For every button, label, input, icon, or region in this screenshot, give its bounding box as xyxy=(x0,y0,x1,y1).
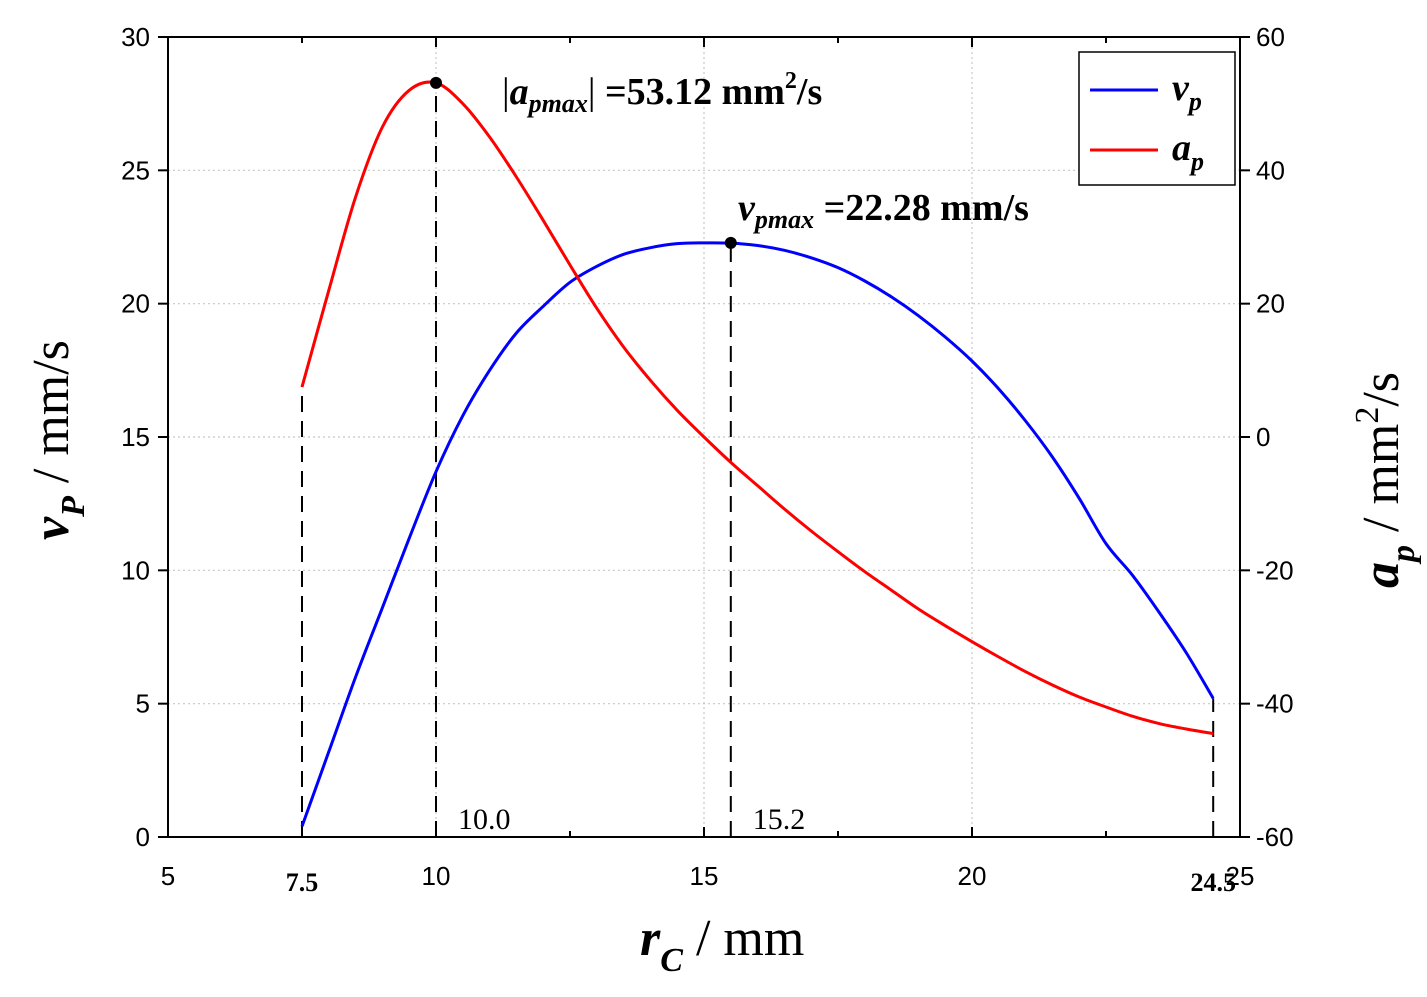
inner-labels: 10.0 15.2 xyxy=(458,803,805,836)
x-tick-label-1: 10 xyxy=(422,861,451,891)
x-axis-title-var: r xyxy=(640,910,661,967)
annotation-amax-pre: | xyxy=(502,71,510,113)
y-left-axis-title-sub: P xyxy=(55,496,92,518)
y-right-tick-label-0: -60 xyxy=(1256,822,1294,852)
y-right-tick-label-4: 20 xyxy=(1256,289,1285,319)
annotation-vmax: vpmax =22.28 mm/s xyxy=(738,187,1029,234)
x-tick-label-3: 20 xyxy=(958,861,987,891)
y-right-axis-title: ap / mm2/s xyxy=(1349,372,1422,588)
y-left-tick-label-5: 25 xyxy=(121,155,150,185)
y-right-tick-label-6: 60 xyxy=(1256,22,1285,52)
annotation-amax-sup: 2 xyxy=(785,68,797,94)
y-right-tick-label-2: -20 xyxy=(1256,555,1294,585)
x-extra-label-0: 7.5 xyxy=(286,868,319,897)
legend-box xyxy=(1078,51,1236,186)
y-left-tick-label-2: 10 xyxy=(121,555,150,585)
y-left-tick-label-0: 0 xyxy=(136,822,150,852)
x-axis-title: rC / mm xyxy=(640,910,804,979)
y-right-axis-title-sub: p xyxy=(1385,545,1422,565)
inner-label-0: 10.0 xyxy=(458,803,511,836)
annotation-amax-post: | xyxy=(588,71,605,113)
y-right-tick-label-1: -40 xyxy=(1256,689,1294,719)
marker-point-0 xyxy=(430,76,442,89)
marker-point-1 xyxy=(724,236,737,249)
reference-lines xyxy=(301,82,1215,837)
legend-label-ap-sub: p xyxy=(1189,147,1204,176)
annotation-amax-tail: /s xyxy=(796,71,822,113)
x-tick-label-4: 25 xyxy=(1226,861,1255,891)
y-right-axis-title-tail: /s xyxy=(1353,372,1410,407)
x-tick-label-2: 15 xyxy=(690,861,719,891)
x-extra-label-1: 24.5 xyxy=(1190,868,1236,897)
annotation-vmax-sub: pmax xyxy=(753,205,814,234)
y-left-tick-label-3: 15 xyxy=(121,422,150,452)
y-left-axis-title: vP / mm/s xyxy=(23,340,92,540)
legend: vp ap xyxy=(1078,51,1236,186)
axis-ticks xyxy=(158,36,1250,838)
annotation-vmax-text: =22.28 mm/s xyxy=(814,187,1029,229)
annotation-amax-var: a xyxy=(510,71,529,113)
markers xyxy=(430,76,737,249)
x-axis-title-unit: / mm xyxy=(683,910,804,967)
y-left-axis-title-unit: / mm/s xyxy=(23,340,80,496)
y-left-tick-label-6: 30 xyxy=(121,22,150,52)
series-group xyxy=(300,80,1215,827)
y-right-axis-title-sup: 2 xyxy=(1349,407,1386,424)
inner-label-1: 15.2 xyxy=(753,803,806,836)
y-right-tick-label-3: 0 xyxy=(1256,422,1270,452)
y-left-axis-title-var: v xyxy=(23,516,80,540)
axis-tick-labels: 5 10 15 20 257.5 24.5051015202530-60-40-20020… xyxy=(121,22,1294,897)
y-left-tick-label-1: 5 xyxy=(136,689,150,719)
y-right-axis-title-var: a xyxy=(1353,562,1410,588)
legend-label-vp-var: v xyxy=(1172,67,1190,109)
annotation-amax: |apmax| =53.12 mm2/s xyxy=(502,68,822,118)
series-line-a_p xyxy=(300,80,1214,736)
annotation-amax-text: =53.12 mm xyxy=(605,71,785,113)
annotation-vmax-var: v xyxy=(738,187,756,229)
legend-label-ap-var: a xyxy=(1172,127,1191,169)
y-right-tick-label-5: 40 xyxy=(1256,155,1285,185)
x-axis-title-sub: C xyxy=(660,942,683,979)
legend-label-vp-sub: p xyxy=(1187,87,1202,116)
y-left-tick-label-4: 20 xyxy=(121,289,150,319)
series-line-v_p xyxy=(300,241,1215,827)
legend-label-vp: vp xyxy=(1172,67,1202,116)
annotation-amax-sub: pmax xyxy=(527,89,588,118)
y-right-axis-title-unit: / mm xyxy=(1353,424,1410,545)
x-tick-label-0: 5 xyxy=(161,861,175,891)
legend-label-ap: ap xyxy=(1172,127,1204,176)
